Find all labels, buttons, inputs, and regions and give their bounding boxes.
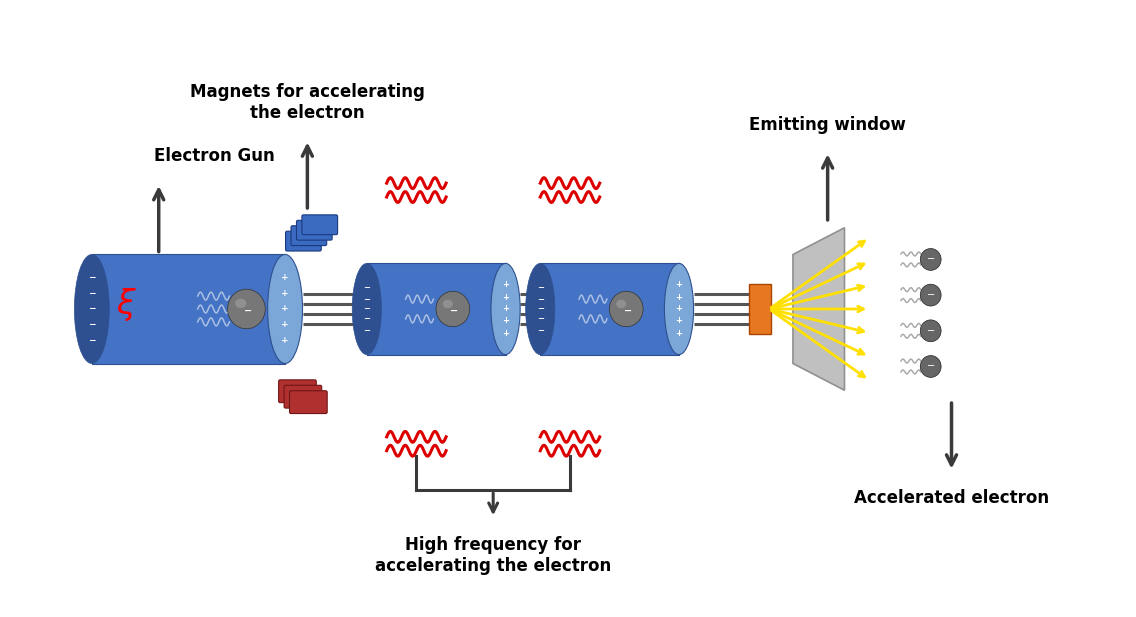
FancyBboxPatch shape bbox=[290, 391, 327, 413]
Text: Electron Gun: Electron Gun bbox=[153, 147, 275, 165]
Text: −: − bbox=[927, 326, 935, 336]
Text: +: + bbox=[282, 336, 289, 345]
Text: −: − bbox=[89, 336, 95, 345]
Text: −: − bbox=[451, 305, 459, 316]
FancyBboxPatch shape bbox=[278, 380, 316, 403]
Text: −: − bbox=[89, 273, 95, 282]
Bar bbox=[367, 263, 506, 355]
Text: −: − bbox=[536, 283, 544, 292]
Ellipse shape bbox=[665, 263, 694, 355]
Text: −: − bbox=[364, 294, 370, 304]
Bar bbox=[750, 284, 771, 334]
Ellipse shape bbox=[920, 284, 941, 306]
Text: +: + bbox=[502, 292, 509, 302]
Text: −: − bbox=[364, 305, 370, 313]
Ellipse shape bbox=[920, 320, 941, 342]
Text: −: − bbox=[89, 305, 95, 313]
Text: +: + bbox=[676, 292, 683, 302]
Ellipse shape bbox=[227, 289, 265, 329]
FancyBboxPatch shape bbox=[291, 226, 327, 246]
Text: Magnets for accelerating
the electron: Magnets for accelerating the electron bbox=[190, 83, 425, 122]
Text: +: + bbox=[676, 305, 683, 313]
Ellipse shape bbox=[436, 291, 469, 326]
FancyBboxPatch shape bbox=[284, 385, 321, 408]
Text: +: + bbox=[502, 317, 509, 325]
Bar bbox=[92, 254, 285, 363]
Ellipse shape bbox=[491, 263, 520, 355]
Text: −: − bbox=[536, 294, 544, 304]
Ellipse shape bbox=[352, 263, 382, 355]
Text: +: + bbox=[282, 305, 289, 313]
Text: −: − bbox=[364, 326, 370, 335]
Ellipse shape bbox=[920, 355, 941, 378]
Text: +: + bbox=[502, 329, 509, 338]
Text: +: + bbox=[502, 305, 509, 313]
Text: −: − bbox=[89, 320, 95, 329]
Ellipse shape bbox=[616, 300, 626, 308]
Text: +: + bbox=[676, 317, 683, 325]
Text: −: − bbox=[364, 283, 370, 292]
Ellipse shape bbox=[526, 263, 554, 355]
Text: +: + bbox=[282, 320, 289, 329]
Ellipse shape bbox=[920, 249, 941, 270]
Text: −: − bbox=[89, 289, 95, 297]
Text: −: − bbox=[927, 254, 935, 265]
Text: +: + bbox=[676, 329, 683, 338]
Text: High frequency for
accelerating the electron: High frequency for accelerating the elec… bbox=[375, 536, 611, 574]
FancyBboxPatch shape bbox=[296, 220, 332, 240]
Text: −: − bbox=[624, 305, 632, 316]
Ellipse shape bbox=[609, 291, 643, 326]
Text: −: − bbox=[536, 305, 544, 313]
Ellipse shape bbox=[443, 300, 453, 308]
Ellipse shape bbox=[235, 299, 247, 308]
Polygon shape bbox=[793, 228, 844, 391]
Text: +: + bbox=[282, 273, 289, 282]
Ellipse shape bbox=[74, 254, 109, 363]
FancyBboxPatch shape bbox=[285, 231, 321, 251]
Text: −: − bbox=[536, 326, 544, 335]
Text: −: − bbox=[244, 306, 252, 316]
Text: −: − bbox=[927, 290, 935, 300]
Text: +: + bbox=[676, 280, 683, 289]
FancyBboxPatch shape bbox=[302, 215, 337, 234]
Text: $\xi$: $\xi$ bbox=[116, 286, 137, 323]
Text: +: + bbox=[502, 280, 509, 289]
Text: Emitting window: Emitting window bbox=[750, 115, 907, 134]
Text: +: + bbox=[282, 289, 289, 297]
Text: Accelerated electron: Accelerated electron bbox=[854, 489, 1049, 507]
Text: −: − bbox=[364, 315, 370, 323]
Text: −: − bbox=[927, 362, 935, 371]
Bar bbox=[541, 263, 679, 355]
Ellipse shape bbox=[268, 254, 302, 363]
Text: −: − bbox=[536, 315, 544, 323]
